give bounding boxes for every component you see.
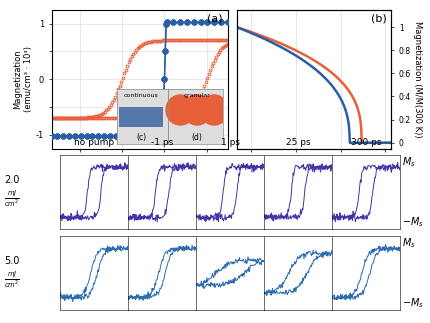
Text: $M_s$: $M_s$	[402, 156, 416, 169]
X-axis label: Magnetic Field (T): Magnetic Field (T)	[99, 171, 180, 180]
Text: $M_s$: $M_s$	[402, 236, 416, 250]
Text: 2.0
$\frac{mJ}{cm^2}$: 2.0 $\frac{mJ}{cm^2}$	[4, 175, 20, 209]
Text: -1 ps: -1 ps	[151, 138, 173, 147]
Text: (a): (a)	[207, 14, 223, 24]
X-axis label: Temperature (K): Temperature (K)	[277, 171, 350, 180]
Text: 300 ps: 300 ps	[351, 138, 381, 147]
Text: no pump: no pump	[74, 138, 114, 147]
Y-axis label: Magnetization
(emu/cm³ · 10³): Magnetization (emu/cm³ · 10³)	[13, 46, 33, 112]
Text: $-M_s$: $-M_s$	[402, 215, 424, 229]
Text: 25 ps: 25 ps	[286, 138, 310, 147]
Text: (b): (b)	[371, 14, 387, 24]
Text: $-M_s$: $-M_s$	[402, 296, 424, 309]
Text: 1 ps: 1 ps	[221, 138, 240, 147]
Text: 5.0
$\frac{mJ}{cm^2}$: 5.0 $\frac{mJ}{cm^2}$	[4, 256, 20, 290]
Y-axis label: Magnetization (M/M(300 K)): Magnetization (M/M(300 K))	[413, 21, 422, 138]
